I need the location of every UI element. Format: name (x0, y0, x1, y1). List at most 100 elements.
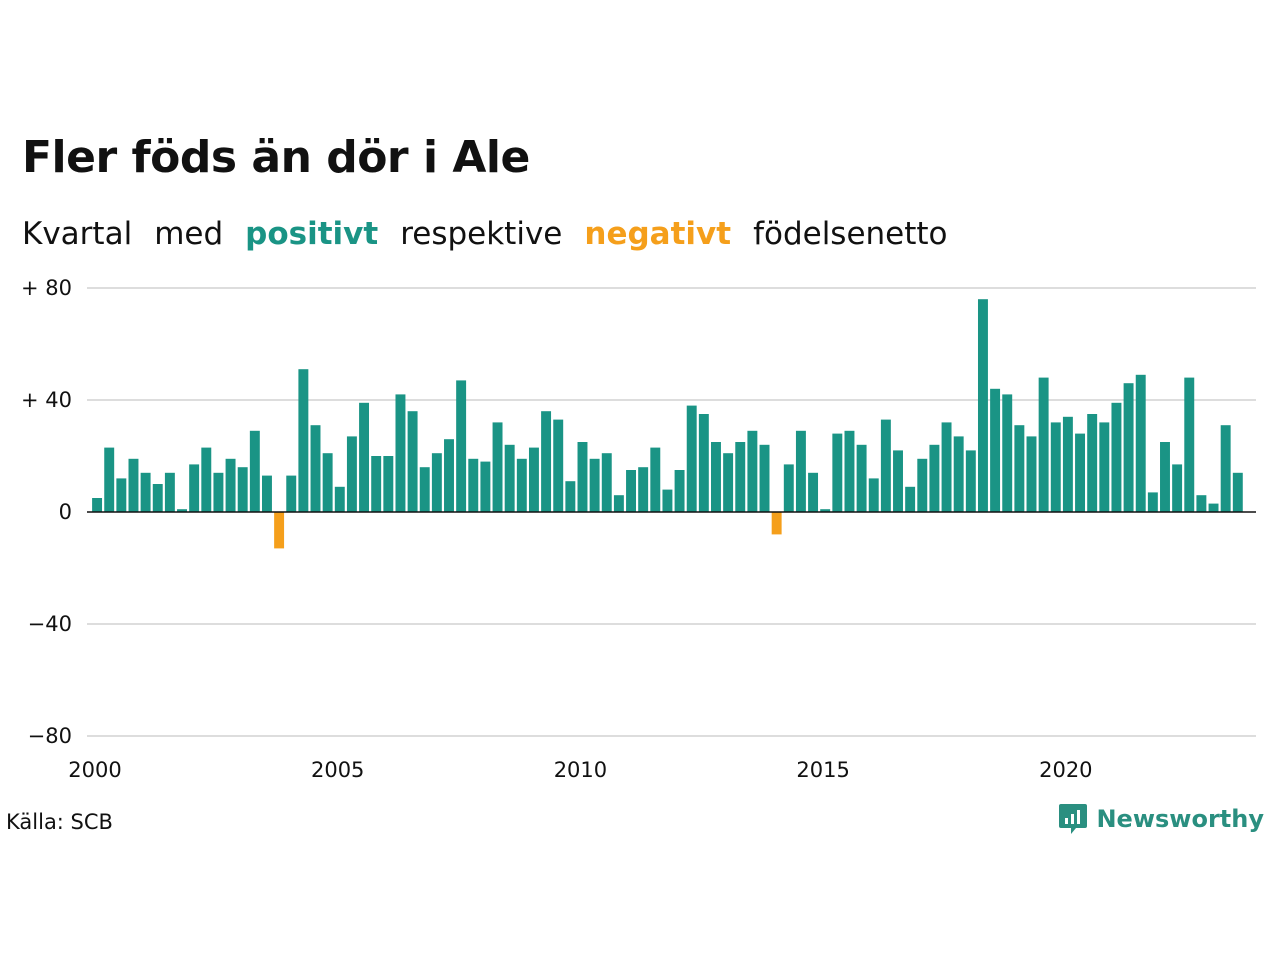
bar (1123, 383, 1134, 512)
bar (164, 472, 175, 512)
bar (249, 430, 260, 512)
bar (504, 444, 515, 512)
bar (1208, 503, 1219, 512)
bar (929, 444, 940, 512)
bar (395, 394, 406, 512)
chart-subtitle: Kvartal med positivt respektive negativt föde… (22, 216, 970, 252)
bar (1026, 436, 1037, 512)
bar (977, 299, 988, 512)
bar (152, 484, 163, 512)
bar (650, 447, 661, 512)
bar (856, 444, 867, 512)
bar (723, 453, 734, 512)
bar (201, 447, 212, 512)
bar (1160, 442, 1170, 512)
bar (225, 458, 236, 512)
bar (322, 453, 333, 512)
bar (407, 411, 418, 512)
bar (941, 422, 952, 512)
bar (1002, 394, 1013, 512)
bar (541, 411, 552, 512)
chart-title: Fler föds än dör i Ale (22, 132, 530, 183)
bar (286, 475, 297, 512)
subtitle-word-respektive: respektive (400, 216, 563, 252)
bar (953, 436, 964, 512)
subtitle-positive: positivt (245, 216, 379, 252)
bar (795, 430, 806, 512)
bar (528, 447, 539, 512)
bar (359, 402, 370, 512)
bar (177, 509, 187, 512)
x-tick-label: 2000 (68, 758, 121, 782)
bar (1135, 374, 1146, 512)
y-tick-label: −80 (28, 724, 72, 748)
y-tick-label: 0 (59, 500, 72, 524)
bar (965, 450, 976, 512)
bar (771, 512, 782, 535)
bar (1172, 464, 1183, 512)
newsworthy-icon (1059, 804, 1088, 834)
bar (893, 450, 903, 512)
x-tick-label: 2020 (1039, 758, 1092, 782)
grid-lines (87, 287, 1256, 737)
bar (613, 495, 624, 512)
bar (783, 464, 794, 512)
bar (456, 380, 467, 512)
x-tick-label: 2010 (554, 758, 607, 782)
bar (565, 481, 576, 512)
bar (1220, 425, 1231, 512)
bar (905, 486, 916, 512)
bar (1038, 377, 1049, 512)
y-tick-label: + 40 (21, 388, 72, 412)
bar (917, 458, 928, 512)
bar (262, 475, 272, 512)
bar (1050, 422, 1061, 512)
bar (808, 472, 819, 512)
bar (1099, 422, 1110, 512)
bar (298, 369, 309, 512)
bar (104, 447, 115, 512)
subtitle-word-kvartal: Kvartal (22, 216, 133, 252)
bar (553, 419, 564, 512)
bar (832, 433, 843, 512)
bar-chart: + 80 + 40 0 −40 −80 2000 2005 2010 2015 2020 (21, 276, 1256, 782)
bar (1062, 416, 1073, 512)
bar (334, 486, 345, 512)
bar (1111, 402, 1122, 512)
bar (213, 472, 224, 512)
x-tick-label: 2015 (796, 758, 849, 782)
subtitle-word-med: med (154, 216, 224, 252)
bar (601, 453, 612, 512)
y-tick-label: + 80 (21, 276, 72, 300)
bar (468, 458, 479, 512)
bar (189, 464, 200, 512)
y-axis: + 80 + 40 0 −40 −80 (21, 276, 72, 748)
bar (116, 478, 127, 512)
bar (990, 388, 1001, 512)
source-note: Källa: SCB (6, 810, 113, 834)
bar (589, 458, 600, 512)
bar (1014, 425, 1025, 512)
bar (92, 498, 103, 512)
y-tick-label: −40 (28, 612, 72, 636)
bar (237, 467, 248, 512)
bar (735, 442, 746, 512)
bar (662, 489, 673, 512)
bar (516, 458, 527, 512)
bar (480, 461, 491, 512)
bar (431, 453, 442, 512)
bar (371, 456, 382, 512)
bar (383, 456, 394, 512)
bar (638, 467, 649, 512)
bar (747, 430, 758, 512)
bar (626, 470, 636, 512)
bar (1184, 377, 1195, 512)
bar (820, 509, 831, 512)
bar (844, 430, 855, 512)
bar (310, 425, 321, 512)
bar (140, 472, 151, 512)
bar (759, 444, 770, 512)
bar (128, 458, 139, 512)
bar (674, 470, 685, 512)
bar (492, 422, 503, 512)
